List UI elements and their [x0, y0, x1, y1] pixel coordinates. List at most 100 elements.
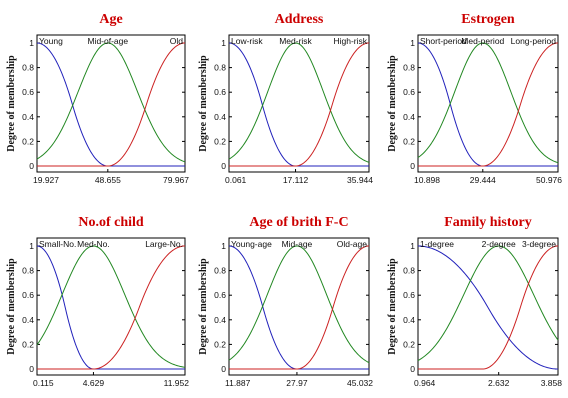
- membership-curve-mid: [417, 245, 559, 362]
- x-tick-label: 27.97: [286, 378, 308, 388]
- y-tick-label: 0.2: [214, 136, 226, 146]
- y-tick-label: 1: [410, 38, 415, 48]
- y-axis-label: Degree of membership: [198, 55, 209, 152]
- chart-panel-1: Age Degree of membership 0 0.2 0.4 0.6 0.8 1 19.…: [6, 12, 189, 185]
- membership-curve-high: [229, 42, 370, 167]
- plot-frame: [228, 237, 370, 376]
- y-tick-label: 0.4: [22, 315, 34, 325]
- y-axis-label: Degree of membership: [6, 258, 17, 355]
- x-tick-label: 48.655: [95, 175, 121, 185]
- membership-curve-low: [228, 42, 369, 167]
- y-tick-label: 0.8: [403, 266, 415, 276]
- membership-curve-mid: [228, 42, 370, 163]
- y-axis-label: Degree of membership: [387, 55, 398, 152]
- membership-function-label: 1-degree: [420, 239, 454, 249]
- membership-curve-low: [417, 42, 558, 167]
- x-tick-label: 0.115: [33, 378, 54, 388]
- membership-curve-mid: [36, 245, 186, 368]
- y-tick-label: 0.8: [214, 63, 226, 73]
- membership-function-label: Young-age: [231, 239, 272, 249]
- y-tick-label: 0.8: [22, 63, 34, 73]
- chart-title: Address: [275, 12, 324, 27]
- membership-curve-mid: [417, 42, 559, 164]
- chart-title: No.of child: [78, 215, 144, 230]
- membership-curve-high: [37, 42, 186, 167]
- x-tick-label: 11.952: [164, 378, 190, 388]
- x-tick-label: 79.967: [163, 175, 189, 185]
- y-tick-label: 0: [410, 364, 415, 374]
- membership-curve-high: [37, 245, 186, 370]
- x-tick-label: 19.927: [33, 175, 59, 185]
- y-tick-label: 0.6: [403, 87, 415, 97]
- y-tick-label: 0.4: [214, 315, 226, 325]
- membership-function-label: Small-No.: [39, 239, 76, 249]
- membership-curve-low: [36, 245, 185, 370]
- membership-function-label: Young: [39, 36, 63, 46]
- x-tick-label: 2.632: [488, 378, 510, 388]
- membership-curve-high: [418, 42, 559, 167]
- membership-curve-high: [229, 245, 370, 370]
- y-tick-label: 0.2: [403, 339, 415, 349]
- x-tick-label: 3.858: [541, 378, 563, 388]
- y-tick-label: 1: [410, 241, 415, 251]
- y-tick-label: 0.6: [403, 290, 415, 300]
- chart-title: Age of brith F-C: [249, 215, 348, 230]
- y-tick-label: 0: [29, 364, 34, 374]
- y-tick-label: 0.2: [22, 339, 34, 349]
- membership-curve-mid: [228, 245, 370, 364]
- membership-function-label: Low-risk: [231, 36, 263, 46]
- membership-function-label: Long-period: [511, 36, 557, 46]
- x-tick-label: 0.061: [225, 175, 247, 185]
- y-tick-label: 0.6: [22, 290, 34, 300]
- x-tick-label: 4.629: [83, 378, 105, 388]
- membership-function-label: Short-period: [420, 36, 467, 46]
- y-tick-label: 0.8: [214, 266, 226, 276]
- membership-function-label: Large-No.: [145, 239, 183, 249]
- y-tick-label: 1: [221, 241, 226, 251]
- x-tick-label: 11.887: [225, 378, 251, 388]
- x-tick-label: 35.944: [347, 175, 373, 185]
- y-tick-label: 0.4: [214, 112, 226, 122]
- x-tick-label: 0.964: [414, 378, 436, 388]
- chart-title: Age: [99, 12, 122, 27]
- y-tick-label: 0: [221, 364, 226, 374]
- y-tick-label: 0.2: [22, 136, 34, 146]
- y-tick-label: 0.4: [22, 112, 34, 122]
- chart-panel-3: Estrogen Degree of membership 0 0.2 0.4 0.6 0.…: [387, 12, 562, 185]
- plot-frame: [417, 34, 559, 173]
- y-tick-label: 1: [221, 38, 226, 48]
- x-tick-label: 45.032: [347, 378, 373, 388]
- y-tick-label: 0.2: [403, 136, 415, 146]
- plot-frame: [36, 34, 186, 173]
- y-tick-label: 0.8: [22, 266, 34, 276]
- y-tick-label: 0: [410, 161, 415, 171]
- membership-function-label: Mid-of-age: [87, 36, 128, 46]
- x-tick-label: 10.898: [414, 175, 440, 185]
- membership-function-label: High-risk: [333, 36, 367, 46]
- y-tick-label: 1: [29, 241, 34, 251]
- y-axis-label: Degree of membership: [6, 55, 17, 152]
- plot-frame: [228, 34, 370, 173]
- membership-curve-high: [418, 245, 559, 370]
- plot-frame: [36, 237, 186, 376]
- x-tick-label: 17.112: [283, 175, 309, 185]
- y-tick-label: 1: [29, 38, 34, 48]
- membership-function-label: Old-age: [337, 239, 368, 249]
- y-tick-label: 0.4: [403, 315, 415, 325]
- y-tick-label: 0: [29, 161, 34, 171]
- membership-function-label: Med-period: [461, 36, 504, 46]
- chart-panel-5: Age of brith F-C Degree of membership 0 0.2…: [198, 215, 373, 388]
- y-tick-label: 0.4: [403, 112, 415, 122]
- y-tick-label: 0.2: [214, 339, 226, 349]
- membership-function-label: 2-degree: [482, 239, 516, 249]
- y-tick-label: 0: [221, 161, 226, 171]
- membership-function-label: Mid-age: [282, 239, 313, 249]
- membership-function-label: Med-No.: [77, 239, 110, 249]
- chart-title: Estrogen: [461, 12, 515, 27]
- membership-function-label: 3-degree: [522, 239, 556, 249]
- x-tick-label: 29.444: [470, 175, 496, 185]
- x-tick-label: 50.976: [536, 175, 562, 185]
- chart-title: Family history: [444, 215, 532, 230]
- chart-panel-6: Family history Degree of membership 0 0.2 0.…: [387, 215, 562, 388]
